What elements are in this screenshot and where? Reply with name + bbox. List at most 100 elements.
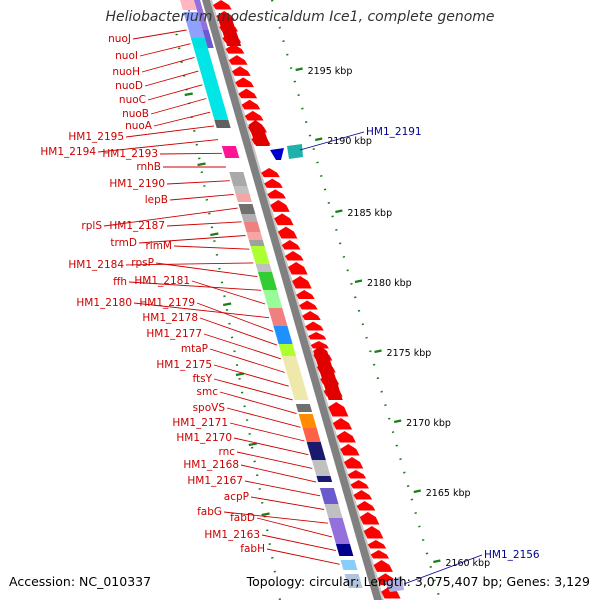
gene-block-lavender [385,576,404,592]
gene-label: HM1_2194 [40,146,96,158]
scale-label: 2170 kbp [406,418,451,429]
leader-line [229,422,305,442]
scale-major-tick [335,209,343,214]
gene-label: nuoH [112,66,140,78]
feature-block [183,12,206,40]
gene-arrow [235,77,254,88]
gene-arrow [305,321,324,331]
gene-label: HM1_2184 [68,259,124,271]
gene-label: HM1_2175 [156,359,212,371]
leader-line [223,511,329,524]
gene-block-teal [287,144,303,159]
gene-label: HM1_2181 [134,275,190,287]
gene-arrow [277,226,298,239]
leader-line [97,139,219,153]
backbone-edge [210,0,384,601]
feature-block [298,414,317,428]
feature-block [324,504,343,518]
gene-arrow-long [248,120,270,146]
gene-arrow [356,501,376,511]
scale-label: 2180 kbp [367,278,412,289]
leader-line [244,480,321,497]
leader-line [133,302,270,319]
gene-arrow [347,470,367,479]
gene-label: HM1_2170 [176,432,232,444]
gene-label: HM1_2177 [146,328,202,340]
leader-line [141,56,195,73]
feature-block [282,356,309,400]
gene-label-blue: HM1_2156 [484,549,540,561]
feature-block [302,428,321,442]
gene-arrow [310,341,329,349]
leader-line [103,207,238,227]
leader-line [256,517,333,538]
gene-arrow [359,512,380,525]
gene-arrow [373,560,393,572]
inner-major-tick [197,162,206,167]
leader-line-blue [403,554,483,585]
gene-label: trmD [110,237,137,249]
feature-block [193,48,229,120]
leader-line [266,548,340,565]
leader-line [139,43,191,57]
gene-label: HM1_2187 [109,220,165,232]
gene-label: mtaP [181,343,208,355]
gene-arrow [284,251,304,261]
gene-label: rplS [81,220,102,232]
leader-line-layer [97,29,483,585]
gene-arrow [299,300,318,310]
gene-label: nuoC [119,94,146,106]
feature-block [306,442,326,460]
scale-label: 2160 kbp [445,558,490,569]
gene-label: nuoI [115,50,138,62]
gene-label: HM1_2168 [183,459,239,471]
gene-label: ftsY [192,373,212,385]
leader-line [236,451,313,469]
leader-line [219,391,297,415]
gene-arrow [381,586,401,599]
feature-block [257,272,278,290]
gene-arrow [288,262,308,275]
feature-block [255,264,272,272]
gene-arrow-long [218,14,242,46]
feature-block [250,246,270,264]
gene-label-blue: HM1_2191 [366,126,422,138]
inner-major-tick [261,512,270,517]
leader-line [125,125,215,138]
feature-block-inner [194,0,209,30]
inner-major-tick [184,92,193,97]
gene-arrow [336,431,356,443]
gene-label: HM1_2163 [204,529,260,541]
feature-block [229,172,248,186]
gene-arrow [213,0,232,10]
gene-arrow [367,540,387,549]
feature-block [263,290,283,308]
feature-block-inner [202,30,214,48]
feature-block [273,326,293,344]
leader-line [226,407,301,428]
leader-line [125,262,254,266]
leader-line [209,348,285,373]
gene-label: rnhB [136,161,161,173]
gene-arrow [353,490,373,500]
gene-arrow [244,110,264,121]
backbone-layer [202,0,384,601]
gene-arrow [340,444,360,456]
gene-arrow [350,480,370,489]
feature-block [243,222,261,232]
gene-label: HM1_2178 [142,312,198,324]
gene-arrow [363,526,384,539]
gene-arrow-blue [270,148,284,160]
gene-label: spoVS [193,402,226,414]
feature-block [241,214,258,222]
leader-line [203,333,281,360]
leader-line [213,364,289,387]
gene-label: fabD [230,512,255,524]
leader-line [191,280,266,305]
gene-arrow [232,66,251,76]
gene-arrow [261,168,280,178]
scale-major-tick [413,489,422,494]
leader-line [138,235,246,244]
gene-label: fabG [197,506,222,518]
